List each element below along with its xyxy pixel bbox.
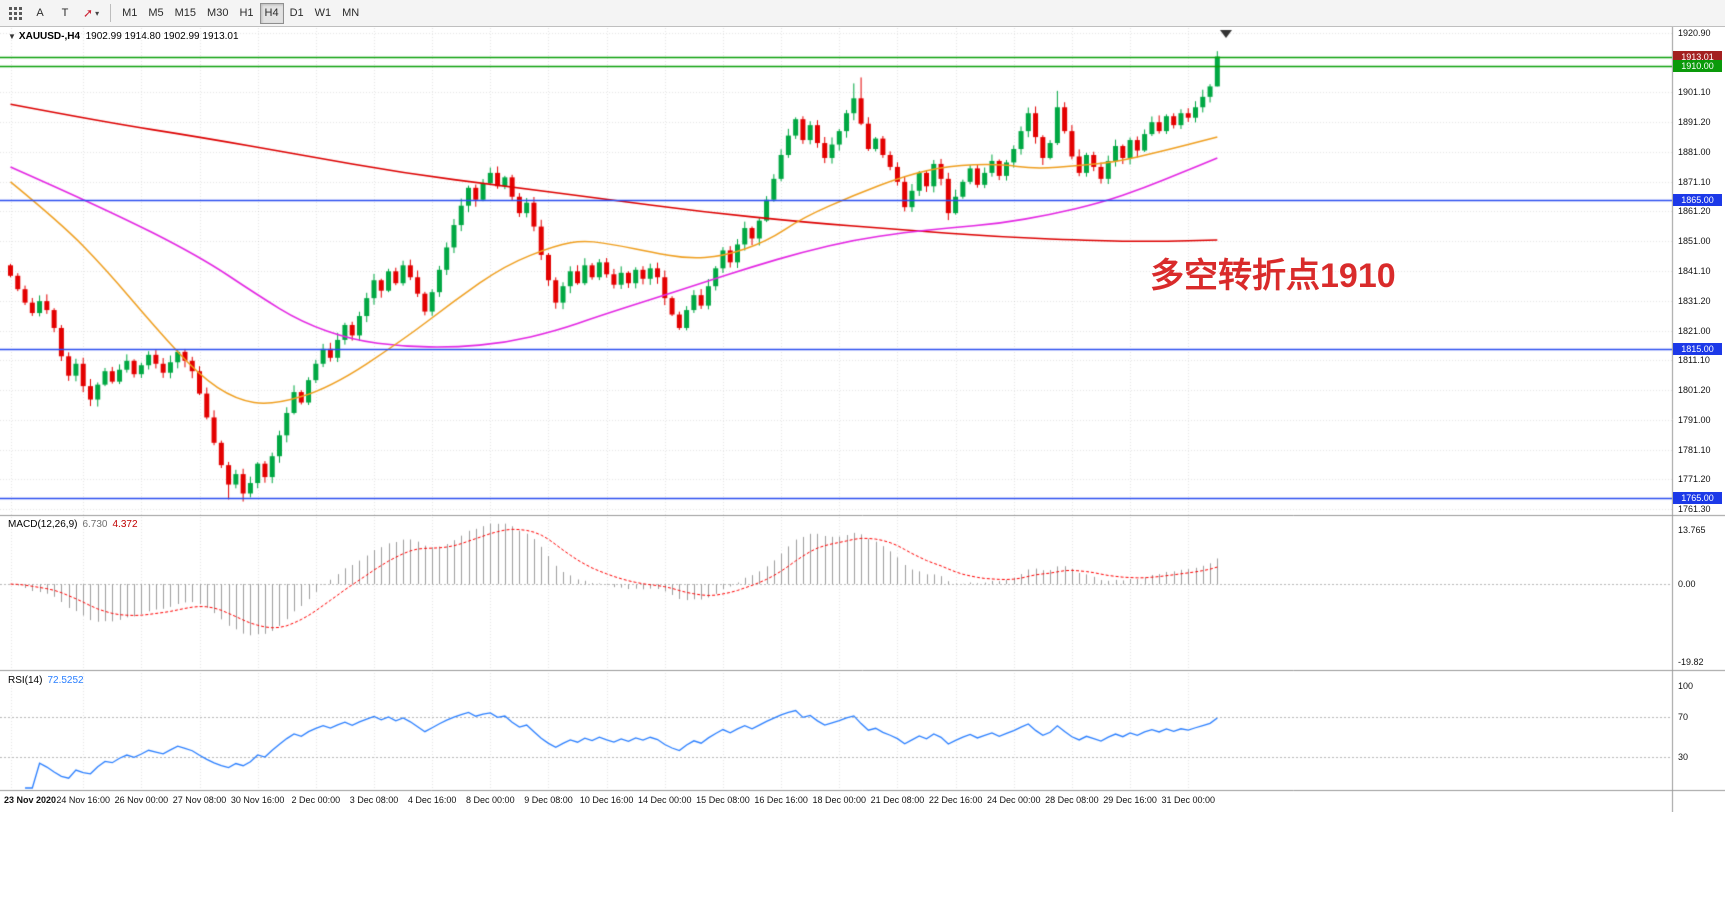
chevron-down-icon: ▾ <box>95 8 100 18</box>
text-label-tool[interactable]: T <box>53 3 77 24</box>
timeframe-m5-button[interactable]: M5 <box>143 3 168 24</box>
arrows-dropdown[interactable]: ➚ ▾ <box>78 3 104 24</box>
chart-annotation-text[interactable]: 多空转折点1910 <box>1150 257 1396 295</box>
rsi-value: 72.5252 <box>47 675 84 686</box>
timeframe-h1-button[interactable]: H1 <box>234 3 258 24</box>
symbol-label: XAUUSD-,H4 <box>18 31 81 42</box>
toolbar-tools: A T ➚ ▾ <box>3 3 104 24</box>
grid-dots-icon <box>8 6 22 20</box>
ohlc-values: 1902.99 1914.80 1902.99 1913.01 <box>85 31 239 42</box>
timeframe-m1-button[interactable]: M1 <box>117 3 142 24</box>
rsi-name: RSI(14) <box>8 675 43 686</box>
macd-signal-value: 4.372 <box>112 519 138 530</box>
timeframe-d1-button[interactable]: D1 <box>285 3 309 24</box>
arrow-tool-icon: ➚ <box>83 6 94 20</box>
chart-title: ▼ XAUUSD-,H4 1902.99 1914.80 1902.99 1913… <box>8 31 239 42</box>
toolbar-timeframes: M1 M5 M15 M30 H1 H4 D1 W1 MN <box>117 2 364 24</box>
macd-indicator-label: MACD(12,26,9) 6.730 4.372 <box>8 519 138 530</box>
line-studies-grid-icon[interactable] <box>3 3 27 24</box>
timeframe-m15-button[interactable]: M15 <box>170 3 201 24</box>
timeframe-w1-button[interactable]: W1 <box>310 3 337 24</box>
rsi-indicator-label: RSI(14) 72.5252 <box>8 675 84 686</box>
arrow-label-tool[interactable]: A <box>28 3 52 24</box>
macd-main-value: 6.730 <box>82 519 108 530</box>
macd-name: MACD(12,26,9) <box>8 519 78 530</box>
price-chart-canvas[interactable] <box>0 27 1725 812</box>
symbol-marker-icon: ▼ <box>8 32 16 41</box>
toolbar: A T ➚ ▾ M1 M5 M15 M30 H1 H4 D1 W1 MN <box>0 0 1725 27</box>
timeframe-h4-button[interactable]: H4 <box>259 2 284 24</box>
toolbar-separator <box>110 4 112 22</box>
timeframe-mn-button[interactable]: MN <box>337 3 364 24</box>
timeframe-m30-button[interactable]: M30 <box>202 3 233 24</box>
